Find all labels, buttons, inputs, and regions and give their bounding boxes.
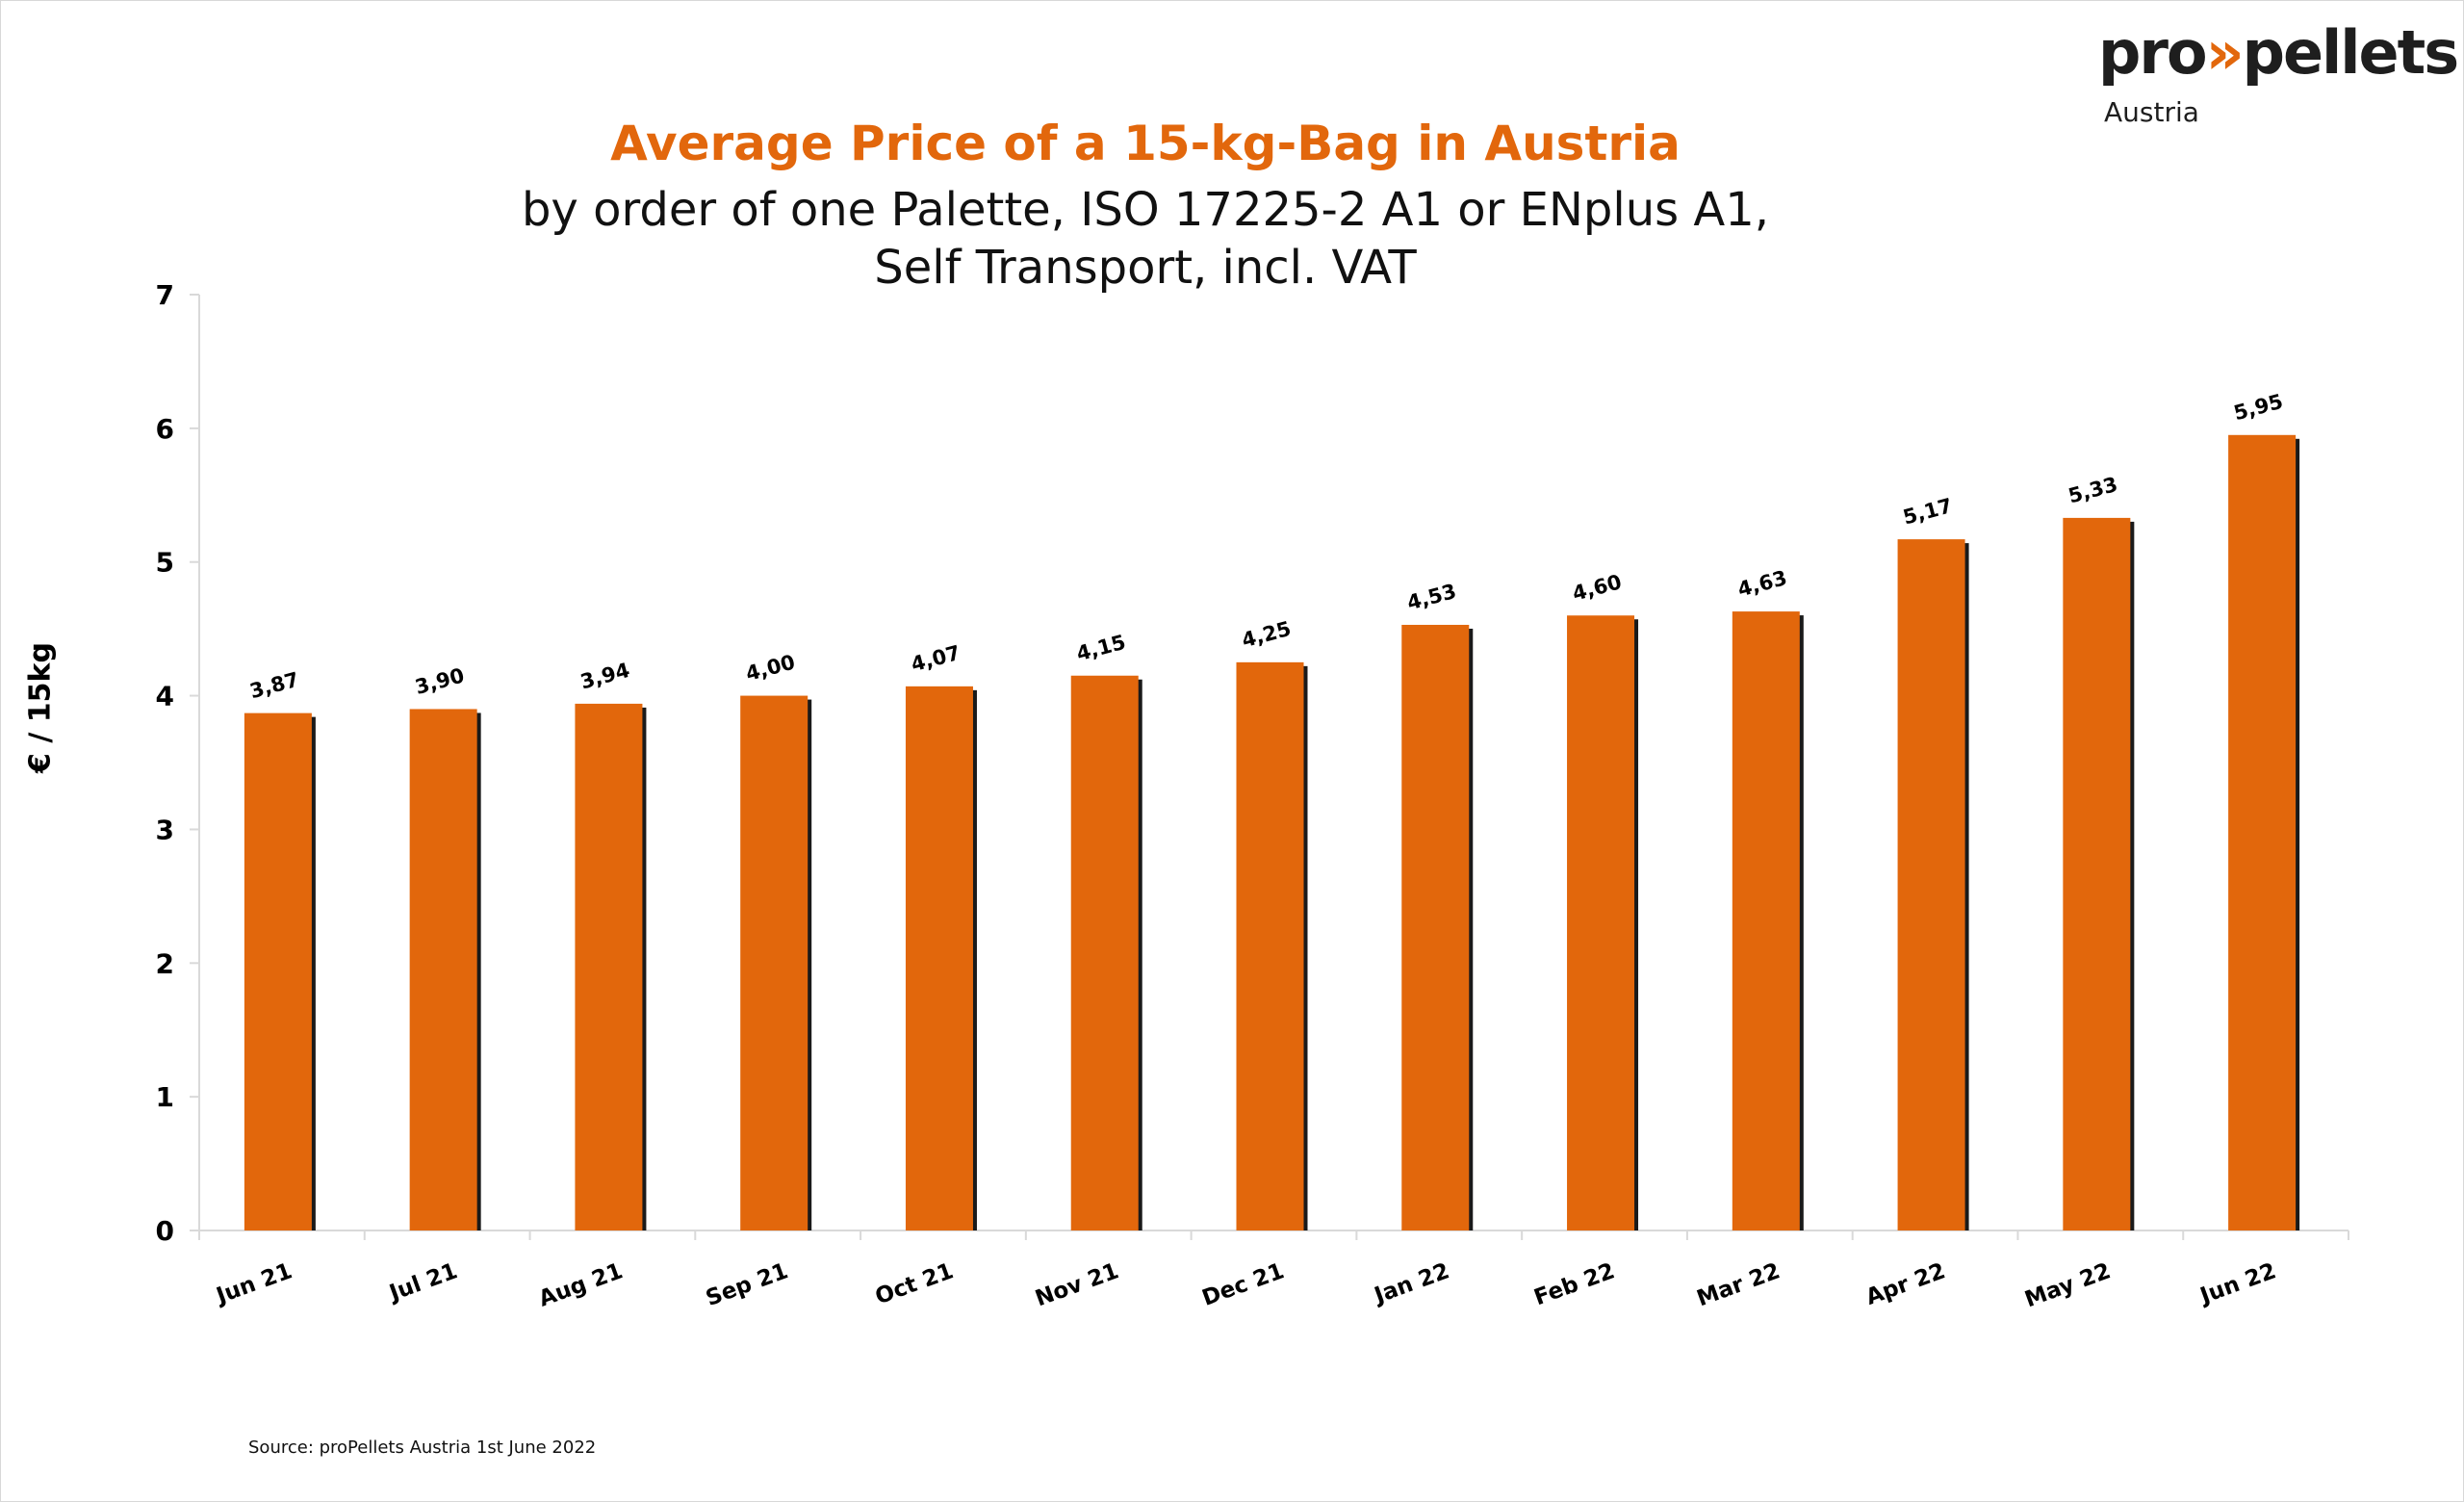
bar [2228,434,2297,1230]
x-category-label: Feb 22 [1531,1258,1619,1310]
chart-subtitle-line-1: by order of one Palette, ISO 17225-2 A1 … [521,183,1770,237]
x-category-label: Sep 21 [703,1258,791,1311]
bar [244,712,312,1230]
logo-subtitle: Austria [2104,96,2199,128]
bar [1567,615,1635,1230]
x-category-label: Jan 22 [1370,1258,1452,1309]
data-label: 4,00 [743,651,797,686]
logo-chevron-icon: » [2205,17,2245,88]
bar [1401,624,1470,1230]
y-tick-label: 7 [156,279,174,311]
logo-wordmark: pro»pellets [2098,17,2460,88]
bar [1236,661,1304,1230]
y-tick-label: 5 [156,547,174,579]
bar [1897,539,1965,1230]
data-label: 4,25 [1240,617,1294,653]
x-category-label: Apr 22 [1862,1258,1948,1310]
data-label: 4,15 [1074,631,1128,666]
y-tick-label: 1 [156,1081,174,1113]
x-category-label: Oct 21 [872,1258,957,1309]
data-label: 3,90 [413,663,467,699]
x-category-label: Nov 21 [1032,1258,1122,1311]
source-note: Source: proPellets Austria 1st June 2022 [248,1437,597,1458]
x-category-label: May 22 [2021,1258,2114,1312]
x-category-label: Aug 21 [535,1258,626,1311]
data-label: 4,53 [1404,580,1458,615]
x-category-label: Jul 21 [384,1258,460,1307]
data-label: 4,60 [1570,570,1624,606]
y-tick-label: 6 [156,413,174,445]
chart-subtitle-line-2: Self Transport, incl. VAT [874,241,1417,295]
bar [575,703,643,1230]
bar [740,695,808,1230]
data-label: 3,94 [578,659,631,694]
bar [2063,517,2131,1230]
data-label: 5,33 [2066,473,2119,508]
x-category-label: Jun 21 [212,1258,295,1309]
y-tick-label: 3 [156,814,174,845]
bar [1070,675,1139,1230]
x-category-label: Jun 22 [2195,1258,2279,1309]
chart-title: Average Price of a 15-kg-Bag in Austria [610,116,1681,171]
y-tick-label: 4 [156,681,174,712]
data-label: 3,87 [247,668,301,704]
bar [409,709,477,1230]
y-tick-label: 0 [156,1215,174,1247]
bar [905,686,973,1230]
data-label: 5,17 [1901,494,1955,530]
logo-word-post: pellets [2242,17,2460,88]
data-label: 4,63 [1735,566,1789,602]
data-label: 4,07 [909,641,962,677]
logo-word-pre: pro [2098,17,2208,88]
data-label: 5,95 [2231,390,2285,426]
y-tick-label: 2 [156,947,174,979]
bar [1732,611,1800,1230]
x-category-label: Mar 22 [1694,1258,1784,1311]
x-category-label: Dec 21 [1199,1258,1288,1311]
propellets-logo: pro»pellets Austria [2098,17,2459,133]
chart-title-block: Average Price of a 15-kg-Bag in Austria … [366,119,1925,297]
